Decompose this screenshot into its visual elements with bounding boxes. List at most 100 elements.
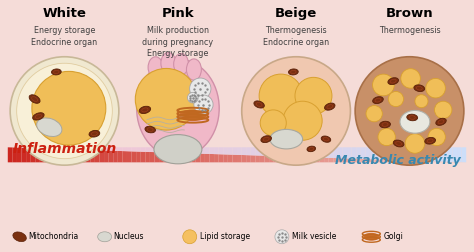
Circle shape <box>428 128 446 146</box>
Polygon shape <box>210 154 214 162</box>
Text: Beige: Beige <box>275 7 317 20</box>
Polygon shape <box>122 147 127 151</box>
Polygon shape <box>21 148 26 162</box>
Text: Pink: Pink <box>162 7 194 20</box>
Circle shape <box>17 63 112 159</box>
Polygon shape <box>315 147 319 158</box>
Polygon shape <box>76 147 81 150</box>
Polygon shape <box>365 147 370 159</box>
Polygon shape <box>361 147 365 159</box>
Polygon shape <box>260 147 264 156</box>
Polygon shape <box>398 147 402 160</box>
Ellipse shape <box>364 233 379 241</box>
Polygon shape <box>306 147 310 157</box>
Polygon shape <box>429 161 434 162</box>
Polygon shape <box>136 147 141 152</box>
Polygon shape <box>278 147 283 156</box>
Polygon shape <box>187 153 191 162</box>
Ellipse shape <box>154 135 202 164</box>
Ellipse shape <box>179 109 207 121</box>
Circle shape <box>355 57 464 165</box>
Ellipse shape <box>393 140 404 147</box>
Polygon shape <box>388 147 393 160</box>
Ellipse shape <box>36 118 62 137</box>
Polygon shape <box>76 149 81 162</box>
Polygon shape <box>434 147 439 162</box>
Polygon shape <box>361 159 365 162</box>
Polygon shape <box>429 147 434 161</box>
Polygon shape <box>425 147 429 161</box>
Polygon shape <box>246 155 251 162</box>
Polygon shape <box>370 147 374 159</box>
Polygon shape <box>232 147 237 155</box>
Polygon shape <box>228 147 232 155</box>
Ellipse shape <box>414 85 425 91</box>
Polygon shape <box>278 156 283 162</box>
Polygon shape <box>443 147 448 162</box>
Ellipse shape <box>325 103 335 110</box>
Polygon shape <box>214 147 219 154</box>
Polygon shape <box>201 147 205 154</box>
Polygon shape <box>251 147 255 155</box>
Ellipse shape <box>307 146 316 152</box>
Polygon shape <box>8 147 12 162</box>
Circle shape <box>135 69 197 130</box>
Polygon shape <box>416 161 420 162</box>
Polygon shape <box>132 151 136 162</box>
Polygon shape <box>283 156 287 162</box>
Ellipse shape <box>380 121 391 128</box>
Ellipse shape <box>400 110 430 133</box>
Polygon shape <box>310 147 315 158</box>
Polygon shape <box>159 152 164 162</box>
Text: Thermogenesis
Endocrine organ: Thermogenesis Endocrine organ <box>263 26 329 47</box>
Polygon shape <box>398 160 402 162</box>
Polygon shape <box>383 147 388 160</box>
Ellipse shape <box>321 136 331 142</box>
Circle shape <box>242 57 350 165</box>
Polygon shape <box>31 148 35 162</box>
Text: Brown: Brown <box>386 7 433 20</box>
Polygon shape <box>342 147 347 159</box>
Polygon shape <box>122 151 127 162</box>
Polygon shape <box>319 147 324 158</box>
Polygon shape <box>287 147 292 157</box>
Polygon shape <box>356 159 361 162</box>
Ellipse shape <box>186 59 201 80</box>
Polygon shape <box>434 161 439 162</box>
Ellipse shape <box>52 69 61 75</box>
Polygon shape <box>228 154 232 162</box>
Polygon shape <box>315 158 319 162</box>
Ellipse shape <box>388 78 399 85</box>
Polygon shape <box>273 156 278 162</box>
Polygon shape <box>182 147 187 153</box>
Polygon shape <box>338 147 342 158</box>
Ellipse shape <box>425 137 436 144</box>
Polygon shape <box>109 151 113 162</box>
Polygon shape <box>453 147 457 162</box>
Polygon shape <box>141 147 146 152</box>
Polygon shape <box>219 147 223 154</box>
Polygon shape <box>223 147 228 154</box>
Circle shape <box>366 106 383 122</box>
Ellipse shape <box>98 232 112 242</box>
Polygon shape <box>333 147 338 158</box>
Polygon shape <box>292 157 297 162</box>
Polygon shape <box>306 157 310 162</box>
Polygon shape <box>31 147 35 148</box>
Polygon shape <box>141 152 146 162</box>
Polygon shape <box>45 147 49 149</box>
Polygon shape <box>58 147 63 149</box>
Polygon shape <box>242 155 246 162</box>
Polygon shape <box>402 160 407 162</box>
Circle shape <box>283 101 322 140</box>
Polygon shape <box>72 147 76 149</box>
Polygon shape <box>49 149 54 162</box>
Polygon shape <box>269 156 273 162</box>
Polygon shape <box>439 147 443 162</box>
Polygon shape <box>407 147 411 161</box>
Polygon shape <box>407 160 411 162</box>
Polygon shape <box>146 147 150 152</box>
Circle shape <box>426 78 446 98</box>
Ellipse shape <box>373 97 383 104</box>
Polygon shape <box>196 147 201 154</box>
